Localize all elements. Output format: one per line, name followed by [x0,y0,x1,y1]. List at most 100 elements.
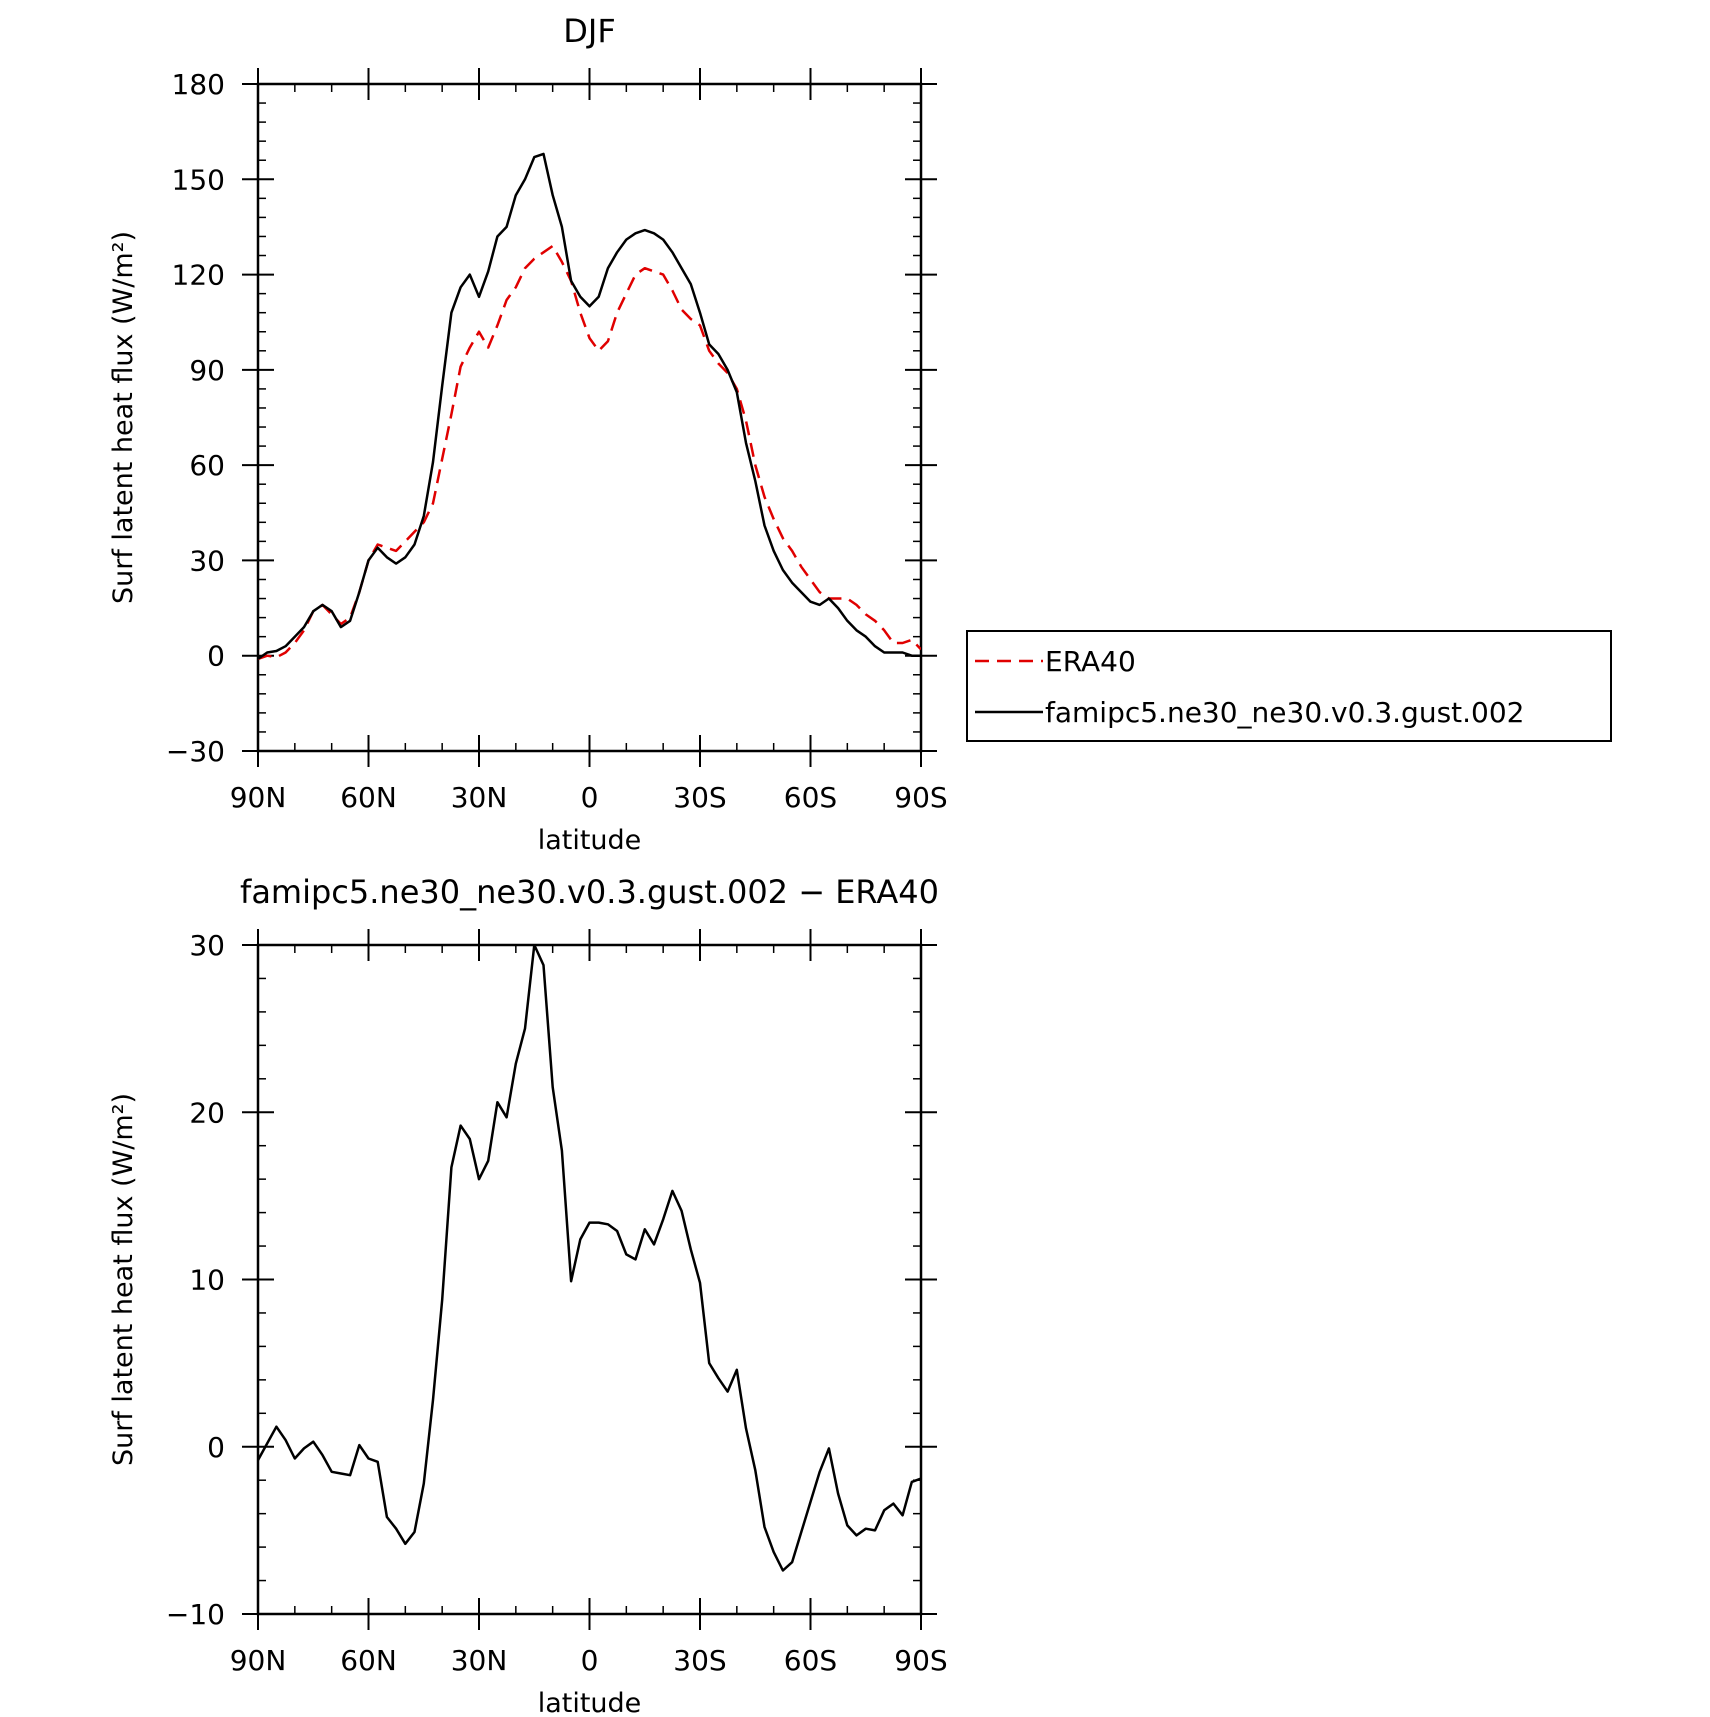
data-point-difference [865,1528,867,1530]
data-point-era40 [432,502,434,504]
data-point-difference [275,1426,277,1428]
y-tick-label: 120 [172,259,225,292]
data-point-famipc5-ne30-ne30-v0-3-gust-002 [450,312,452,314]
legend-label: ERA40 [1045,645,1136,678]
data-point-era40 [874,620,876,622]
data-point-era40 [552,245,554,247]
data-point-difference [644,1228,646,1230]
data-point-difference [303,1447,305,1449]
data-point-famipc5-ne30-ne30-v0-3-gust-002 [579,296,581,298]
data-point-famipc5-ne30-ne30-v0-3-gust-002 [358,591,360,593]
data-point-difference [634,1258,636,1260]
x-tick-label: 30S [673,781,726,814]
data-point-difference [552,1086,554,1088]
data-point-famipc5-ne30-ne30-v0-3-gust-002 [754,480,756,482]
data-point-era40 [892,642,894,644]
data-point-difference [331,1471,333,1473]
data-point-era40 [644,267,646,269]
data-point-era40 [459,366,461,368]
data-point-famipc5-ne30-ne30-v0-3-gust-002 [515,194,517,196]
y-tick-label: −30 [166,735,225,768]
data-point-era40 [524,267,526,269]
data-point-era40 [901,642,903,644]
data-point-era40 [883,629,885,631]
data-point-famipc5-ne30-ne30-v0-3-gust-002 [736,391,738,393]
data-point-difference [266,1442,268,1444]
y-tick-label: 90 [189,354,225,387]
data-point-difference [459,1124,461,1126]
data-point-era40 [865,613,867,615]
data-point-famipc5-ne30-ne30-v0-3-gust-002 [386,556,388,558]
data-point-famipc5-ne30-ne30-v0-3-gust-002 [266,651,268,653]
x-axis-title: latitude [538,825,642,856]
data-point-era40 [487,346,489,348]
y-tick-label: 60 [189,449,225,482]
data-point-famipc5-ne30-ne30-v0-3-gust-002 [303,626,305,628]
data-point-era40 [791,550,793,552]
data-point-difference [690,1248,692,1250]
data-point-era40 [579,312,581,314]
y-tick-label: 150 [172,163,225,196]
data-point-famipc5-ne30-ne30-v0-3-gust-002 [340,626,342,628]
data-point-difference [736,1369,738,1371]
data-point-difference [257,1459,259,1461]
data-point-famipc5-ne30-ne30-v0-3-gust-002 [598,296,600,298]
chart-title: famipc5.ne30_ne30.v0.3.gust.002 − ERA40 [240,873,939,911]
data-point-difference [423,1482,425,1484]
data-point-difference [809,1501,811,1503]
data-point-difference [321,1454,323,1456]
data-point-famipc5-ne30-ne30-v0-3-gust-002 [588,305,590,307]
data-point-difference [680,1210,682,1212]
data-point-famipc5-ne30-ne30-v0-3-gust-002 [773,550,775,552]
data-point-famipc5-ne30-ne30-v0-3-gust-002 [911,655,913,657]
data-point-difference [828,1447,830,1449]
data-point-era40 [469,346,471,348]
data-point-era40 [275,656,277,658]
data-point-difference [358,1444,360,1446]
data-point-famipc5-ne30-ne30-v0-3-gust-002 [275,650,277,652]
data-point-famipc5-ne30-ne30-v0-3-gust-002 [404,556,406,558]
y-tick-label: 20 [189,1096,225,1129]
data-point-famipc5-ne30-ne30-v0-3-gust-002 [745,442,747,444]
y-tick-label: 30 [189,929,225,962]
data-point-era40 [920,648,922,650]
data-point-difference [478,1178,480,1180]
bottom-panel: famipc5.ne30_ne30.v0.3.gust.002 − ERA40 −… [108,873,948,1717]
data-point-era40 [561,261,563,263]
data-point-difference [773,1551,775,1553]
data-point-era40 [441,458,443,460]
x-tick-label: 30N [451,781,508,814]
data-point-era40 [542,251,544,253]
data-point-difference [846,1524,848,1526]
data-point-era40 [634,273,636,275]
data-point-difference [763,1526,765,1528]
data-point-era40 [855,604,857,606]
data-point-famipc5-ne30-ne30-v0-3-gust-002 [505,226,507,228]
data-point-famipc5-ne30-ne30-v0-3-gust-002 [680,267,682,269]
data-point-famipc5-ne30-ne30-v0-3-gust-002 [699,312,701,314]
data-point-difference [367,1457,369,1459]
data-point-difference [671,1190,673,1192]
data-point-difference [745,1427,747,1429]
data-point-difference [837,1492,839,1494]
data-point-era40 [690,318,692,320]
x-tick-label: 0 [581,1644,599,1677]
x-tick-label: 0 [581,781,599,814]
data-point-famipc5-ne30-ne30-v0-3-gust-002 [552,194,554,196]
data-point-difference [284,1439,286,1441]
data-point-famipc5-ne30-ne30-v0-3-gust-002 [865,636,867,638]
data-point-difference [653,1243,655,1245]
legend-label: famipc5.ne30_ne30.v0.3.gust.002 [1045,696,1525,729]
data-point-era40 [607,340,609,342]
data-point-difference [855,1534,857,1536]
data-point-era40 [800,566,802,568]
data-point-era40 [717,362,719,364]
data-point-difference [505,1116,507,1118]
data-point-difference [883,1509,885,1511]
data-point-famipc5-ne30-ne30-v0-3-gust-002 [920,655,922,657]
data-point-difference [717,1377,719,1379]
data-point-famipc5-ne30-ne30-v0-3-gust-002 [846,620,848,622]
data-point-era40 [515,286,517,288]
x-tick-label: 30N [451,1644,508,1677]
